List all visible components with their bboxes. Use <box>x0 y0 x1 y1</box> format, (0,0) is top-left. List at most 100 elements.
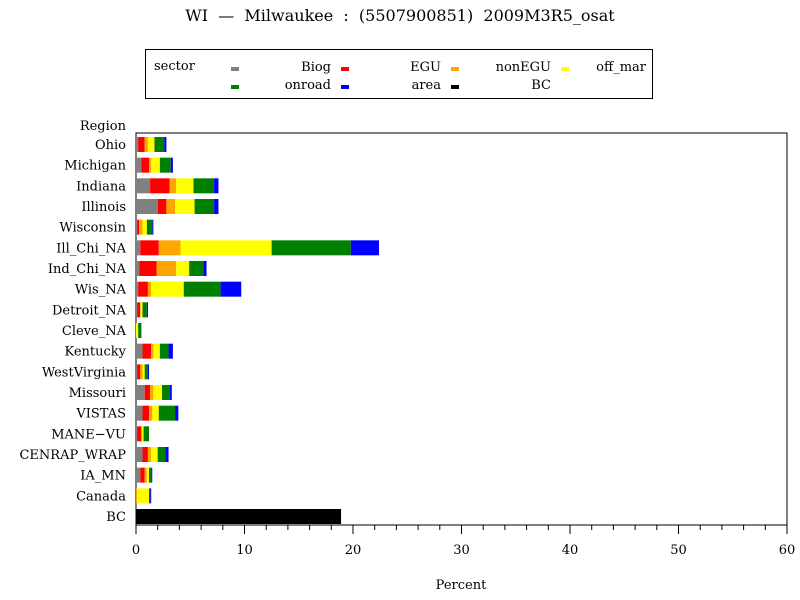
bar-canada-off-mar <box>137 488 150 504</box>
bar-vistas-nonegu <box>149 405 153 421</box>
legend-item-egu: EGU <box>341 60 441 76</box>
y-tick-label: MANE−VU <box>51 427 126 442</box>
bar-missouri-onroad <box>162 385 170 400</box>
bar-westvirginia-nonegu <box>140 364 143 380</box>
bar-kentucky-nonegu <box>151 343 154 359</box>
legend-swatch <box>561 67 569 71</box>
bar-wis-na-off-mar <box>151 281 184 297</box>
bar-mane-vu-egu <box>137 426 142 442</box>
bar-wisconsin-nonegu <box>139 219 143 235</box>
bar-ohio-nonegu <box>144 137 148 152</box>
bar-vistas-onroad <box>158 405 176 421</box>
legend-label: Biog <box>301 60 331 75</box>
legend-item-off-mar: off_mar <box>561 60 646 76</box>
plot-frame <box>135 132 788 526</box>
bar-indiana-egu <box>150 178 170 194</box>
bar-missouri-biog <box>136 385 145 400</box>
bar-kentucky-area <box>168 343 173 359</box>
y-tick-label: VISTAS <box>75 407 126 422</box>
bar-michigan-onroad <box>159 157 171 173</box>
legend-swatch <box>341 85 349 89</box>
bar-ind-chi-na-biog <box>136 261 140 276</box>
bar-ind-chi-na-onroad <box>189 261 204 276</box>
bar-ia-mn-biog <box>136 467 141 483</box>
bar-ind-chi-na-nonegu <box>156 261 177 276</box>
bar-ia-mn-area <box>151 467 153 483</box>
bar-detroit-na-onroad <box>142 302 147 318</box>
bar-wisconsin-onroad <box>146 219 153 235</box>
bar-michigan-biog <box>136 157 142 173</box>
y-tick-label: Canada <box>76 489 126 504</box>
bar-mane-vu-off-mar <box>141 426 144 442</box>
bar-ill-chi-na-off-mar <box>180 240 272 256</box>
legend-swatch <box>231 85 239 89</box>
bar-missouri-nonegu <box>150 385 154 400</box>
chart-title: WI — Milwaukee : (5507900851) 2009M3R5_o… <box>185 6 615 25</box>
bar-cleve-na-onroad <box>138 323 142 338</box>
y-tick-label: Kentucky <box>64 345 126 360</box>
x-axis-title: Percent <box>436 578 487 593</box>
bar-illinois-nonegu <box>166 199 176 214</box>
bar-indiana-off-mar <box>176 178 194 194</box>
legend-label: nonEGU <box>495 60 551 75</box>
legend-swatch <box>231 67 239 71</box>
x-tick-label: 60 <box>779 543 796 558</box>
bar-ohio-onroad <box>154 137 165 152</box>
bar-cenrap-wrap-biog <box>136 447 143 462</box>
y-tick-label: WestVirginia <box>42 365 126 380</box>
legend: sector Biog EGU nonEGU off_mar onroad area BC <box>145 49 653 99</box>
y-tick-label: Missouri <box>69 386 126 401</box>
bar-wis-na-area <box>220 281 242 297</box>
bar-michigan-egu <box>141 157 150 173</box>
x-tick-label: 20 <box>345 543 362 558</box>
bar-cenrap-wrap-nonegu <box>147 447 152 462</box>
bar-ill-chi-na-area <box>350 240 380 256</box>
legend-label: area <box>411 78 441 93</box>
bar-illinois-biog <box>136 199 158 214</box>
bar-ill-chi-na-nonegu <box>158 240 181 256</box>
bar-ohio-off-mar <box>147 137 155 152</box>
y-tick-label: Ill_Chi_NA <box>56 241 126 256</box>
bar-wisconsin-egu <box>137 219 140 235</box>
legend-label: BC <box>531 78 551 93</box>
x-tick-label: 50 <box>670 543 687 558</box>
bar-ohio-egu <box>138 137 145 152</box>
legend-item-area: area <box>341 78 441 94</box>
bar-ind-chi-na-off-mar <box>176 261 190 276</box>
bar-michigan-nonegu <box>149 157 152 173</box>
y-tick-label: Illinois <box>81 200 126 215</box>
y-tick-label: BC <box>106 510 126 525</box>
bar-ill-chi-na-egu <box>140 240 159 256</box>
bar-missouri-area <box>169 385 172 400</box>
y-tick-label: Wisconsin <box>59 221 126 236</box>
bar-illinois-off-mar <box>175 199 195 214</box>
bar-cenrap-wrap-egu <box>142 447 148 462</box>
bar-ohio-biog <box>136 137 139 152</box>
bar-wis-na-egu <box>138 281 148 297</box>
bar-illinois-onroad <box>194 199 215 214</box>
bar-kentucky-egu <box>142 343 152 359</box>
y-axis-title: Region <box>80 119 127 134</box>
bar-canada-nonegu <box>136 488 138 504</box>
bar-ia-mn-egu <box>140 467 145 483</box>
bar-detroit-na-area <box>146 302 148 318</box>
y-tick-label: Ohio <box>95 138 126 153</box>
y-tick-label: Ind_Chi_NA <box>48 262 127 277</box>
bar-westvirginia-area <box>147 364 150 380</box>
bar-missouri-egu <box>144 385 151 400</box>
bar-kentucky-biog <box>136 343 143 359</box>
bar-ind-chi-na-egu <box>139 261 157 276</box>
bar-wis-na-biog <box>136 281 139 297</box>
bar-ohio-area <box>164 137 167 152</box>
legend-label: onroad <box>284 78 331 93</box>
bar-indiana-onroad <box>193 178 215 194</box>
bar-westvirginia-off-mar <box>142 364 145 380</box>
bar-detroit-na-biog <box>136 302 138 318</box>
legend-item-nonegu: nonEGU <box>451 60 551 76</box>
bar-missouri-off-mar <box>153 385 163 400</box>
bar-bc-bc <box>136 509 342 524</box>
bar-vistas-area <box>175 405 179 421</box>
bar-vistas-biog <box>136 405 143 421</box>
legend-label: EGU <box>410 60 441 75</box>
bar-wisconsin-area <box>152 219 154 235</box>
